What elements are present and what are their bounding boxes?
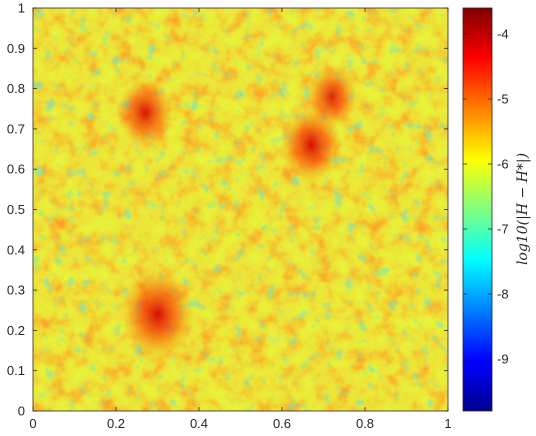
x-tick-label: 1 bbox=[444, 416, 451, 431]
heatmap-hotspot bbox=[306, 64, 358, 129]
x-tick-label: 0.2 bbox=[107, 416, 125, 431]
y-axis: 0 0.1 0.2 0.3 0.4 0.5 0.6 0.7 0.8 0.9 1 bbox=[7, 1, 448, 419]
colorbar: -4 -5 -6 -7 -8 -9 log10(|H − H*|) bbox=[462, 7, 531, 412]
colorbar-tick-label: -8 bbox=[497, 287, 509, 302]
x-axis: 0 0.2 0.4 0.6 0.8 1 bbox=[29, 8, 452, 431]
heatmap-hotspot bbox=[121, 269, 194, 360]
colorbar-tick-label: -7 bbox=[497, 222, 509, 237]
colorbar-gradient bbox=[462, 7, 493, 412]
colorbar-tick-label: -6 bbox=[497, 157, 509, 172]
y-tick-label: 0.2 bbox=[7, 323, 25, 338]
x-tick-label: 0.8 bbox=[356, 416, 374, 431]
heatmap-hotspot bbox=[117, 77, 173, 148]
y-tick-label: 1 bbox=[18, 1, 25, 16]
y-tick-label: 0.3 bbox=[7, 283, 25, 298]
y-tick-label: 0.8 bbox=[7, 81, 25, 96]
heatmap-field bbox=[33, 8, 448, 411]
y-tick-label: 0.1 bbox=[7, 363, 25, 378]
colorbar-label: log10(|H − H*|) bbox=[515, 153, 531, 265]
y-tick-label: 0.4 bbox=[7, 242, 25, 257]
colorbar-tick-label: -9 bbox=[497, 352, 509, 367]
x-tick-label: 0 bbox=[29, 416, 36, 431]
y-tick-label: 0.6 bbox=[7, 162, 25, 177]
y-tick-label: 0 bbox=[18, 404, 25, 419]
y-tick-label: 0.7 bbox=[7, 121, 25, 136]
y-tick-label: 0.5 bbox=[7, 202, 25, 217]
x-tick-label: 0.4 bbox=[190, 416, 208, 431]
y-tick-label: 0.9 bbox=[7, 41, 25, 56]
x-tick-label: 0.6 bbox=[273, 416, 291, 431]
colorbar-tick-label: -4 bbox=[497, 27, 509, 42]
colorbar-tick-label: -5 bbox=[497, 92, 509, 107]
